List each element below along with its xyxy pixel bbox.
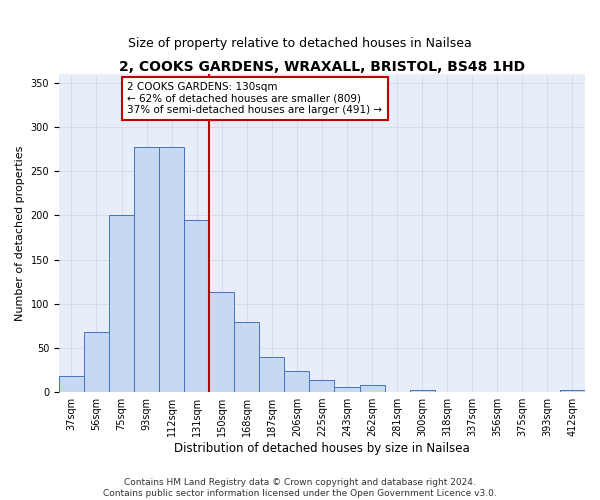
Bar [259,356,284,392]
Text: 2 COOKS GARDENS: 130sqm
← 62% of detached houses are smaller (809)
37% of semi-d: 2 COOKS GARDENS: 130sqm ← 62% of detache… [127,82,382,115]
Bar [410,390,434,392]
Text: Contains HM Land Registry data © Crown copyright and database right 2024.
Contai: Contains HM Land Registry data © Crown c… [103,478,497,498]
Title: 2, COOKS GARDENS, WRAXALL, BRISTOL, BS48 1HD: 2, COOKS GARDENS, WRAXALL, BRISTOL, BS48… [119,60,525,74]
Bar [134,148,159,392]
Bar [109,216,134,392]
Bar [159,148,184,392]
Bar [209,292,234,392]
Bar [184,220,209,392]
Bar [560,390,585,392]
Bar [84,332,109,392]
Y-axis label: Number of detached properties: Number of detached properties [15,146,25,320]
Bar [334,387,359,392]
Bar [310,380,334,392]
X-axis label: Distribution of detached houses by size in Nailsea: Distribution of detached houses by size … [174,442,470,455]
Bar [234,322,259,392]
Bar [59,376,84,392]
Bar [284,371,310,392]
Bar [359,385,385,392]
Text: Size of property relative to detached houses in Nailsea: Size of property relative to detached ho… [128,38,472,51]
